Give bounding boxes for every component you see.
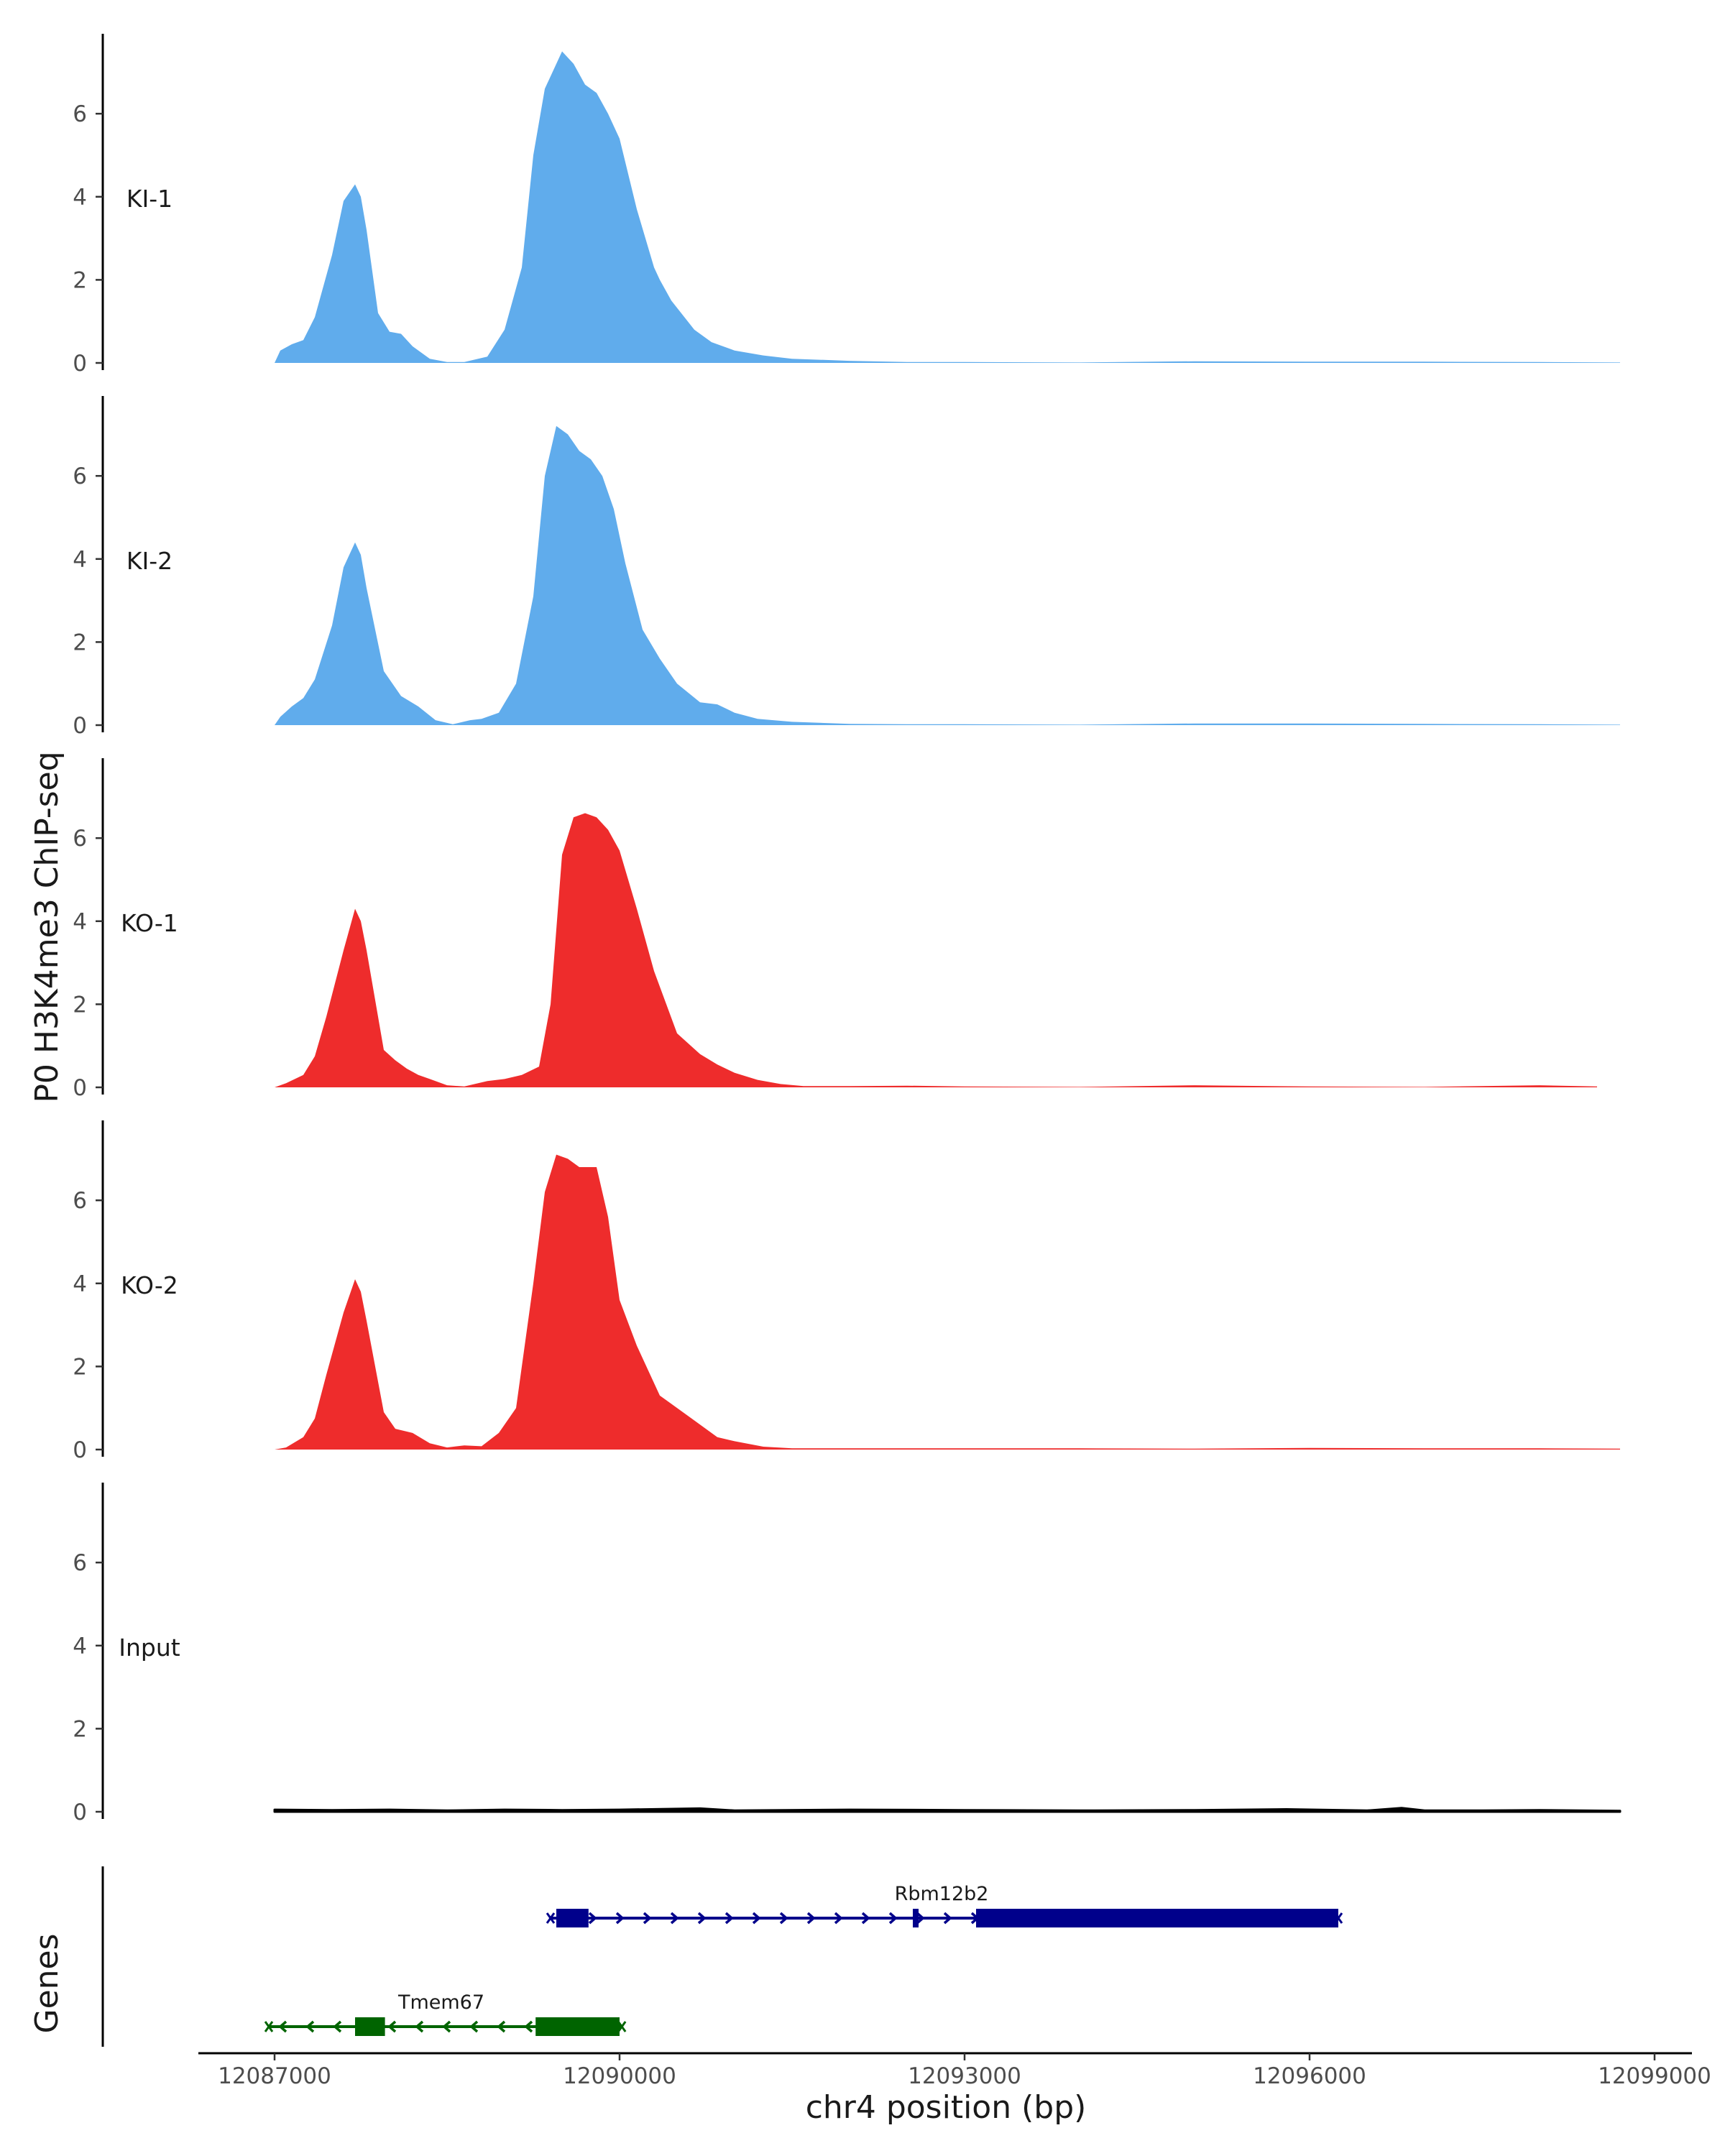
- strand-arrow: [643, 1912, 652, 1925]
- y-tick-label: 2: [73, 1716, 87, 1742]
- y-tick-label: 4: [73, 185, 87, 211]
- x-tick-label: 12093000: [908, 2063, 1021, 2089]
- strand-arrow: [588, 1912, 597, 1925]
- track-label: KI-2: [126, 547, 172, 575]
- track-label: KI-1: [126, 185, 172, 213]
- genes-panel: Rbm12b2 Tmem67: [101, 1866, 1343, 2047]
- track-ki-1: 0 2 4 6 KI-1: [73, 34, 1620, 377]
- strand-arrow: [524, 2020, 533, 2033]
- gene-tmem67: Tmem67: [264, 1991, 627, 2036]
- y-tick-label: 2: [73, 267, 87, 293]
- strand-arrow: [779, 1912, 788, 1925]
- strand-arrow: [670, 1912, 679, 1925]
- strand-arrow: [806, 1912, 816, 1925]
- track-label: KO-2: [121, 1271, 178, 1299]
- gene-exon: [535, 2017, 620, 2036]
- track-ko-2: 0 2 4 6 KO-2: [73, 1120, 1620, 1463]
- track-label: Input: [119, 1634, 180, 1662]
- x-tick-label: 12087000: [218, 2063, 331, 2089]
- y-tick-label: 2: [73, 992, 87, 1018]
- gene-exon: [976, 1909, 1338, 1927]
- y-tick-label: 0: [73, 713, 87, 739]
- strand-arrow: [861, 1912, 870, 1925]
- x-axis-title: chr4 position (bp): [806, 2089, 1087, 2126]
- signal-area: [275, 813, 1597, 1087]
- strand-arrow: [278, 2020, 288, 2033]
- strand-arrow: [943, 1912, 952, 1925]
- track-label: KO-1: [121, 909, 178, 937]
- strand-arrow: [333, 2020, 342, 2033]
- genes-panel-title: Genes: [29, 1933, 65, 2033]
- track-ki-2: 0 2 4 6 KI-2: [73, 396, 1620, 739]
- y-tick-label: 0: [73, 1437, 87, 1463]
- y-tick-label: 0: [73, 351, 87, 377]
- track-ko-1: 0 2 4 6 KO-1: [73, 758, 1597, 1101]
- gene-end-mark: [546, 1912, 556, 1924]
- y-tick-label: 4: [73, 1271, 87, 1297]
- y-tick-label: 6: [73, 464, 87, 489]
- y-tick-label: 2: [73, 1354, 87, 1380]
- strand-arrow: [415, 2020, 424, 2033]
- y-tick-label: 6: [73, 1550, 87, 1576]
- y-axis-title: P0 H3K4me3 ChIP-seq: [29, 751, 65, 1102]
- gene-end-mark: [264, 2021, 274, 2032]
- y-tick-label: 4: [73, 909, 87, 935]
- strand-arrow: [305, 2020, 315, 2033]
- strand-arrow: [442, 2020, 451, 2033]
- strand-arrow: [888, 1912, 898, 1925]
- signal-area: [273, 1807, 1622, 1813]
- track-input: 0 2 4 6 Input: [73, 1483, 1622, 1825]
- strand-arrow: [697, 1912, 707, 1925]
- y-tick-label: 6: [73, 826, 87, 852]
- x-axis: 12087000 12090000 12093000 12096000 12099000: [198, 2052, 1711, 2089]
- gene-rbm12b2: Rbm12b2: [546, 1883, 1343, 1927]
- y-tick-label: 6: [73, 101, 87, 127]
- strand-arrow: [615, 1912, 625, 1925]
- strand-arrow: [834, 1912, 843, 1925]
- signal-area: [275, 1154, 1620, 1450]
- signal-area: [275, 51, 1620, 363]
- strand-arrow: [724, 1912, 734, 1925]
- y-tick-label: 0: [73, 1075, 87, 1101]
- x-tick-label: 12090000: [563, 2063, 676, 2089]
- strand-arrow: [916, 1912, 925, 1925]
- signal-area: [275, 425, 1620, 725]
- gene-label: Tmem67: [397, 1991, 484, 2014]
- strand-arrow: [387, 2020, 397, 2033]
- x-tick-label: 12099000: [1598, 2063, 1711, 2089]
- strand-arrow: [752, 1912, 761, 1925]
- signal-tracks: 0 2 4 6 KI-1 0 2 4 6 KI-2 0 2 4 6 KO-1 0 2 4 6 KO-2 0 2 4 6 Inpu…: [73, 34, 1622, 1825]
- y-tick-label: 0: [73, 1800, 87, 1825]
- strand-arrow: [469, 2020, 479, 2033]
- gene-exon: [913, 1909, 919, 1927]
- x-tick-label: 12096000: [1253, 2063, 1366, 2089]
- y-tick-label: 4: [73, 547, 87, 573]
- gene-exon: [355, 2017, 385, 2036]
- gene-exon: [556, 1909, 589, 1927]
- strand-arrow: [497, 2020, 506, 2033]
- gene-label: Rbm12b2: [895, 1883, 989, 1905]
- y-tick-label: 4: [73, 1634, 87, 1659]
- y-tick-label: 6: [73, 1188, 87, 1214]
- y-tick-label: 2: [73, 630, 87, 655]
